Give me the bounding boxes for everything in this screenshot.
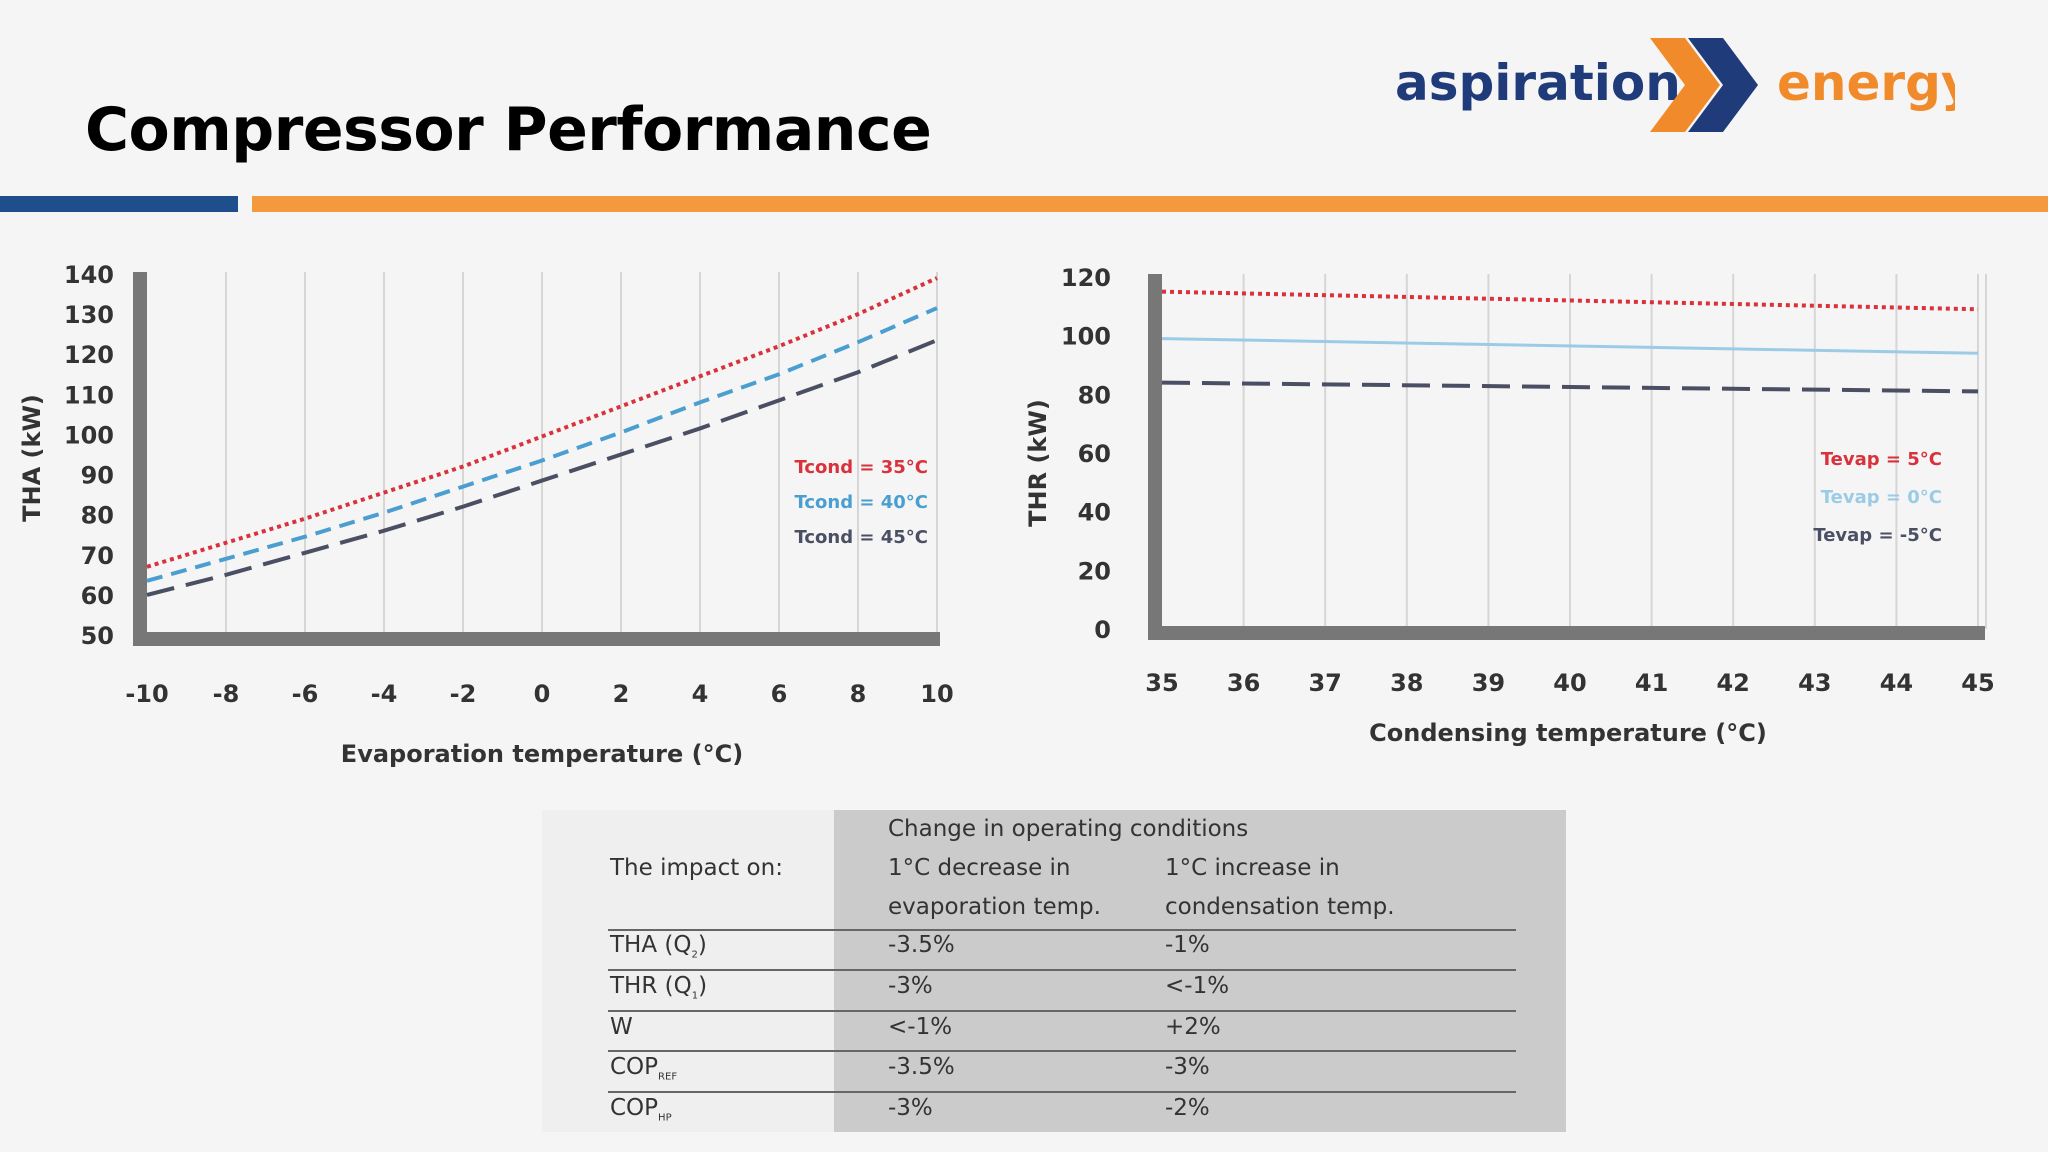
table-cell-evap: -3% — [888, 973, 933, 999]
table-row-label: COPREF — [610, 1054, 678, 1083]
tha-y-tick-label: 60 — [81, 582, 114, 610]
table-row-label: THR (Q1) — [610, 973, 708, 1002]
tha-y-tick-label: 70 — [81, 542, 114, 570]
logo-chevron-blue-icon — [1688, 38, 1758, 132]
thr-x-axis-title: Condensing temperature (°C) — [1369, 719, 1767, 747]
tha-y-tick-label: 120 — [64, 341, 114, 369]
table-col1-line2: evaporation temp. — [888, 894, 1101, 920]
thr-x-tick-label: 42 — [1716, 669, 1749, 697]
tha-series-line-3 — [146, 338, 938, 597]
tha-x-tick-label: -8 — [213, 680, 240, 708]
thr-x-tick-label: 37 — [1308, 669, 1341, 697]
table-col2-line2: condensation temp. — [1165, 894, 1395, 920]
table-row-label: THA (Q2) — [610, 932, 707, 961]
thr-y-tick-label: 100 — [1061, 323, 1111, 351]
logo-word-energy: energy — [1777, 54, 1955, 112]
table-cell-cond: -1% — [1165, 932, 1210, 958]
table-group-header: Change in operating conditions — [888, 816, 1249, 842]
thr-chart: 0 20 40 60 80 100 120 35 36 37 38 39 40 41 42 43 44 45 Con… — [1024, 264, 1995, 747]
tha-series-line-1 — [146, 276, 938, 569]
table-row-divider — [608, 1050, 1516, 1052]
tha-legend-entry-2: Tcond = 40°C — [795, 492, 929, 513]
tha-x-tick-label: 6 — [771, 680, 788, 708]
table-cell-evap: -3.5% — [888, 932, 955, 958]
thr-x-tick-label: 45 — [1961, 669, 1994, 697]
tha-x-tick-label: 2 — [613, 680, 630, 708]
tha-x-tick-label: -10 — [125, 680, 168, 708]
tha-series-line-2 — [146, 306, 938, 583]
table-col1-line1: 1°C decrease in — [888, 855, 1071, 881]
table-shaded-area — [834, 810, 1566, 1132]
thr-y-tick-label: 80 — [1078, 381, 1111, 409]
tha-y-tick-label: 140 — [64, 261, 114, 289]
logo-chevron-orange-icon — [1650, 38, 1720, 132]
thr-series-line-2 — [1161, 337, 1979, 355]
thr-y-tick-label: 40 — [1078, 499, 1111, 527]
thr-x-tick-label: 44 — [1880, 669, 1913, 697]
tha-legend-entry-3: Tcond = 45°C — [795, 527, 929, 548]
thr-legend-entry-3: Tevap = -5°C — [1813, 525, 1942, 546]
tha-x-tick-label: -2 — [450, 680, 477, 708]
thr-x-tick-label: 38 — [1390, 669, 1423, 697]
thr-x-tick-label: 36 — [1227, 669, 1260, 697]
thr-y-tick-label: 60 — [1078, 440, 1111, 468]
table-cell-cond: <-1% — [1165, 973, 1230, 999]
thr-series-line-3 — [1161, 380, 1979, 394]
table-header-label: The impact on: — [610, 855, 783, 881]
aspiration-energy-logo: aspiration energy — [1395, 38, 1955, 132]
table-row-divider — [608, 1010, 1516, 1012]
tha-x-tick-label: -6 — [292, 680, 319, 708]
tha-y-tick-label: 90 — [81, 462, 114, 490]
table-cell-evap: <-1% — [888, 1014, 953, 1040]
table-cell-evap: -3.5% — [888, 1054, 955, 1080]
impact-table: The impact on: Change in operating condi… — [542, 810, 1566, 1132]
table-row-divider — [608, 929, 1516, 931]
table-cell-cond: -3% — [1165, 1054, 1210, 1080]
tha-y-tick-label: 50 — [81, 622, 114, 650]
tha-x-tick-label: 10 — [920, 680, 953, 708]
table-cell-evap: -3% — [888, 1095, 933, 1121]
thr-y-tick-label: 120 — [1061, 264, 1111, 292]
tha-y-axis-title: THA (kW) — [18, 394, 46, 522]
tha-x-tick-label: -4 — [371, 680, 398, 708]
page-title: Compressor Performance — [85, 95, 932, 165]
tha-y-tick-label: 100 — [64, 421, 114, 449]
thr-legend-entry-2: Tevap = 0°C — [1821, 487, 1942, 508]
tha-x-tick-label: 0 — [534, 680, 551, 708]
tha-x-axis-title: Evaporation temperature (°C) — [341, 740, 743, 768]
thr-y-tick-label: 20 — [1078, 557, 1111, 585]
tha-y-tick-label: 110 — [64, 381, 114, 409]
table-row-label: W — [610, 1014, 633, 1040]
thr-y-axis-title: THR (kW) — [1024, 399, 1052, 527]
table-row-label: COPHP — [610, 1095, 672, 1124]
tha-chart: 50 60 70 80 90 100 110 120 130 140 -10 -8 -6 -4 -2 0 2 4 6… — [18, 261, 954, 768]
thr-x-tick-label: 40 — [1553, 669, 1586, 697]
table-cell-cond: +2% — [1165, 1014, 1221, 1040]
thr-x-tick-label: 41 — [1635, 669, 1668, 697]
header-accent-orange — [252, 196, 2048, 212]
thr-y-tick-label: 0 — [1094, 616, 1111, 644]
thr-x-tick-label: 43 — [1798, 669, 1831, 697]
tha-y-tick-label: 130 — [64, 301, 114, 329]
tha-x-tick-label: 4 — [692, 680, 709, 708]
table-row-divider — [608, 969, 1516, 971]
thr-series-line-1 — [1161, 289, 1979, 312]
header-accent-blue — [0, 196, 238, 212]
table-row-divider — [608, 1091, 1516, 1093]
tha-x-tick-label: 8 — [850, 680, 867, 708]
thr-legend-entry-1: Tevap = 5°C — [1821, 449, 1942, 470]
thr-x-tick-label: 35 — [1145, 669, 1178, 697]
logo-word-aspiration: aspiration — [1395, 54, 1681, 112]
table-cell-cond: -2% — [1165, 1095, 1210, 1121]
tha-y-tick-label: 80 — [81, 502, 114, 530]
table-col2-line1: 1°C increase in — [1165, 855, 1340, 881]
tha-legend-entry-1: Tcond = 35°C — [795, 457, 929, 478]
thr-x-tick-label: 39 — [1472, 669, 1505, 697]
